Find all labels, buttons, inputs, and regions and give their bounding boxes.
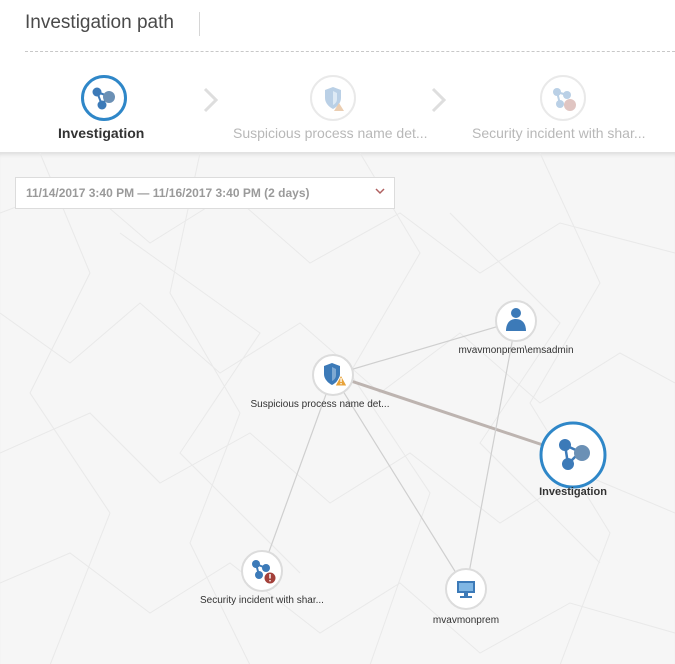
- node-label: mvavmonprem: [433, 615, 499, 626]
- graph-edge: [332, 373, 574, 457]
- entity-graph: mvavmonprem\emsadmin Suspicious process …: [200, 300, 607, 626]
- chevron-down-icon: [375, 188, 385, 195]
- chevron-right-icon: [203, 87, 219, 113]
- graph-node-alert[interactable]: Suspicious process name det...: [251, 354, 390, 410]
- graph-node-incident[interactable]: Security incident with shar...: [200, 550, 324, 606]
- graph-node-user[interactable]: mvavmonprem\emsadmin: [458, 300, 574, 356]
- graph-node-computer[interactable]: mvavmonprem: [433, 568, 499, 626]
- header: Investigation path: [0, 0, 675, 52]
- graph-edge: [465, 320, 517, 590]
- node-label: Suspicious process name det...: [251, 399, 390, 410]
- chevron-right-icon: [431, 87, 447, 113]
- graph-edge: [261, 374, 334, 572]
- step-investigation[interactable]: Investigation: [0, 52, 220, 152]
- title-divider: [199, 12, 200, 36]
- header-divider: [25, 51, 675, 52]
- computer-icon: [457, 581, 475, 598]
- step-suspicious-process[interactable]: Suspicious process name det...: [225, 52, 445, 152]
- user-icon: [506, 308, 526, 331]
- page-title: Investigation path: [25, 12, 174, 33]
- date-range-value: 11/14/2017 3:40 PM — 11/16/2017 3:40 PM …: [26, 186, 310, 200]
- graph-edge: [332, 320, 517, 376]
- investigation-path-steps: Investigation Suspicious process name de…: [0, 52, 675, 152]
- investigation-graph-canvas[interactable]: 11/14/2017 3:40 PM — 11/16/2017 3:40 PM …: [0, 152, 675, 664]
- investigation-icon: [559, 439, 590, 470]
- step-security-incident[interactable]: Security incident with shar...: [455, 52, 675, 152]
- step-label: Suspicious process name det...: [233, 125, 428, 141]
- graph-edges: [261, 320, 574, 590]
- step-label: Security incident with shar...: [472, 125, 646, 141]
- node-label: Security incident with shar...: [200, 595, 324, 606]
- shield-alert-icon: [324, 363, 348, 387]
- step-label: Investigation: [58, 125, 145, 141]
- graph-edge: [332, 374, 467, 590]
- security-incident-icon: [540, 75, 586, 121]
- graph-node-investigation[interactable]: Investigation: [539, 421, 607, 498]
- shield-alert-icon: [310, 75, 356, 121]
- node-label: Investigation: [539, 486, 607, 498]
- security-incident-icon: [252, 560, 277, 585]
- node-label: mvavmonprem\emsadmin: [458, 345, 573, 356]
- date-range-select[interactable]: 11/14/2017 3:40 PM — 11/16/2017 3:40 PM …: [15, 177, 395, 209]
- investigation-icon: [81, 75, 127, 121]
